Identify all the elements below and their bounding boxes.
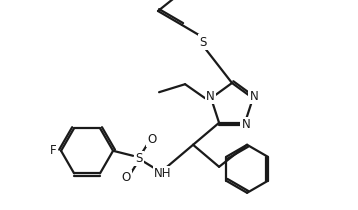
Text: N: N (206, 90, 214, 103)
Text: S: S (135, 152, 143, 165)
Text: N: N (242, 118, 250, 131)
Text: O: O (121, 171, 131, 184)
Text: N: N (250, 90, 258, 103)
Text: S: S (199, 35, 207, 49)
Text: O: O (147, 133, 157, 146)
Text: NH: NH (154, 167, 172, 180)
Text: F: F (50, 144, 56, 157)
